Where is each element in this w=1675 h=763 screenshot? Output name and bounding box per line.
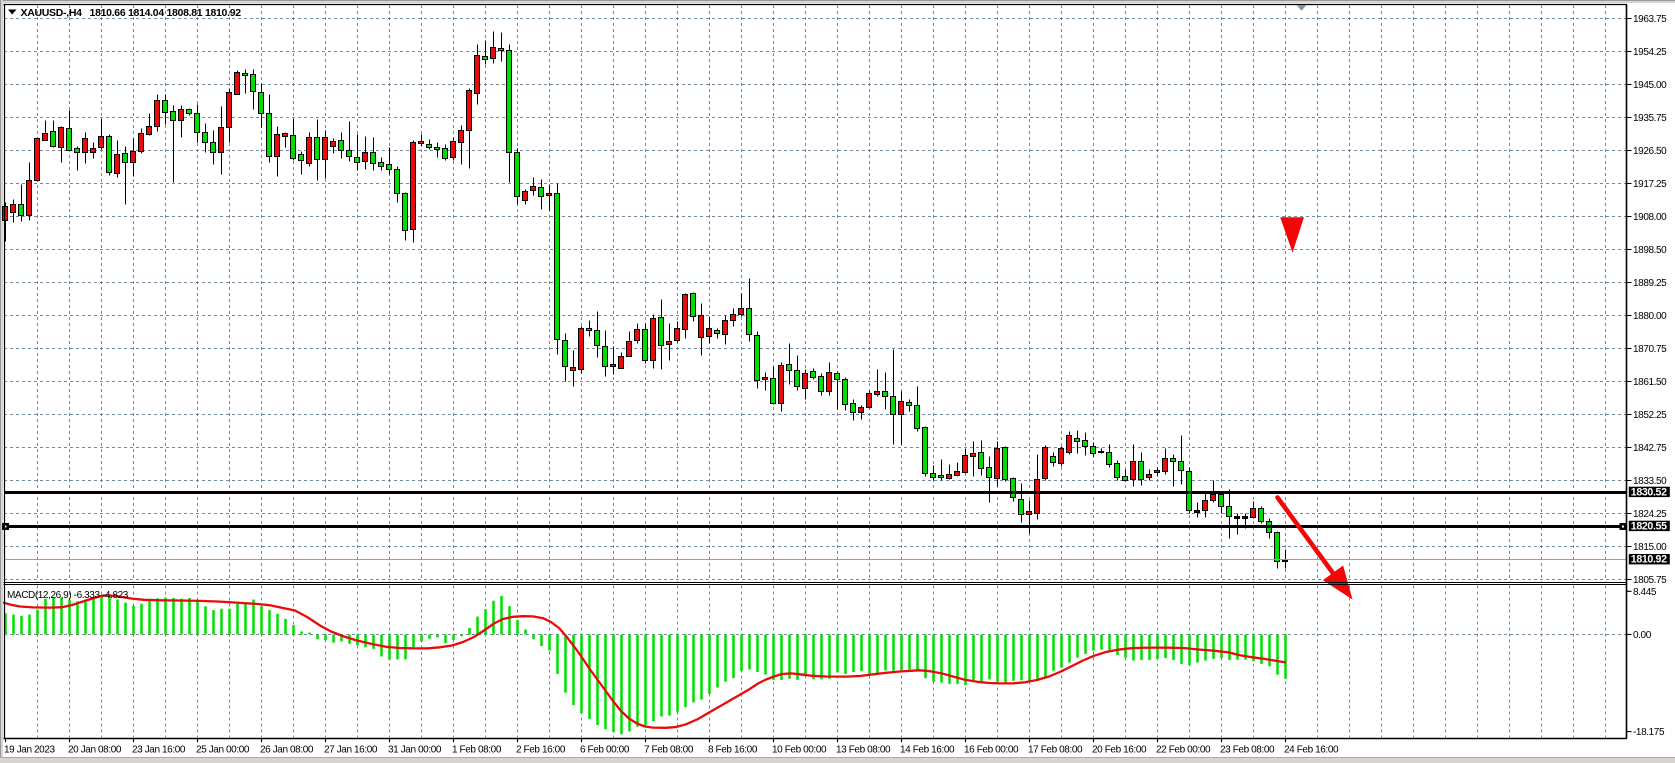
svg-text:26 Jan 08:00: 26 Jan 08:00 (260, 744, 314, 755)
svg-text:10 Feb 00:00: 10 Feb 00:00 (772, 744, 827, 755)
svg-text:17 Feb 08:00: 17 Feb 08:00 (1028, 744, 1083, 755)
svg-text:25 Jan 00:00: 25 Jan 00:00 (196, 744, 250, 755)
svg-text:1963.75: 1963.75 (1633, 14, 1667, 25)
svg-text:1880.00: 1880.00 (1633, 311, 1667, 322)
svg-text:1842.75: 1842.75 (1633, 443, 1667, 454)
svg-text:1908.00: 1908.00 (1633, 212, 1667, 223)
svg-text:27 Jan 16:00: 27 Jan 16:00 (324, 744, 378, 755)
svg-text:MACD(12,26,9) -6.333 -4.823: MACD(12,26,9) -6.333 -4.823 (7, 590, 129, 601)
svg-text:1917.25: 1917.25 (1633, 179, 1667, 190)
svg-text:13 Feb 08:00: 13 Feb 08:00 (836, 744, 891, 755)
svg-text:1926.50: 1926.50 (1633, 146, 1667, 157)
svg-text:1820.55: 1820.55 (1631, 520, 1667, 532)
svg-text:16 Feb 00:00: 16 Feb 00:00 (964, 744, 1019, 755)
svg-text:1945.00: 1945.00 (1633, 80, 1667, 91)
svg-text:2 Feb 16:00: 2 Feb 16:00 (516, 744, 566, 755)
svg-text:1898.50: 1898.50 (1633, 245, 1667, 256)
svg-text:1815.00: 1815.00 (1633, 542, 1667, 553)
svg-text:6 Feb 00:00: 6 Feb 00:00 (580, 744, 630, 755)
svg-text:7 Feb 08:00: 7 Feb 08:00 (644, 744, 694, 755)
svg-text:-18.175: -18.175 (1633, 727, 1665, 738)
svg-text:8 Feb 16:00: 8 Feb 16:00 (708, 744, 758, 755)
svg-text:1833.50: 1833.50 (1633, 476, 1667, 487)
svg-text:1954.25: 1954.25 (1633, 47, 1667, 58)
svg-text:31 Jan 00:00: 31 Jan 00:00 (388, 744, 442, 755)
svg-text:23 Feb 08:00: 23 Feb 08:00 (1220, 744, 1275, 755)
svg-text:XAUUSD-,H4 1810.66 1814.04 1: XAUUSD-,H4 1810.66 1814.04 1808.81 1810.… (21, 7, 242, 19)
svg-text:1852.25: 1852.25 (1633, 410, 1667, 421)
svg-text:23 Jan 16:00: 23 Jan 16:00 (132, 744, 186, 755)
svg-text:19 Jan 2023: 19 Jan 2023 (4, 744, 55, 755)
svg-text:22 Feb 00:00: 22 Feb 00:00 (1156, 744, 1211, 755)
svg-text:1935.75: 1935.75 (1633, 113, 1667, 124)
svg-text:1824.25: 1824.25 (1633, 509, 1667, 520)
svg-text:1810.92: 1810.92 (1631, 554, 1667, 566)
svg-text:1889.25: 1889.25 (1633, 278, 1667, 289)
svg-text:24 Feb 16:00: 24 Feb 16:00 (1284, 744, 1339, 755)
svg-text:1 Feb 08:00: 1 Feb 08:00 (452, 744, 502, 755)
svg-text:1830.52: 1830.52 (1631, 486, 1667, 498)
svg-text:1870.75: 1870.75 (1633, 344, 1667, 355)
svg-text:20 Feb 16:00: 20 Feb 16:00 (1092, 744, 1147, 755)
svg-text:1861.50: 1861.50 (1633, 377, 1667, 388)
svg-text:14 Feb 16:00: 14 Feb 16:00 (900, 744, 955, 755)
svg-text:0.00: 0.00 (1633, 630, 1652, 641)
svg-text:20 Jan 08:00: 20 Jan 08:00 (68, 744, 122, 755)
svg-text:8.445: 8.445 (1633, 587, 1657, 598)
svg-text:1805.75: 1805.75 (1633, 575, 1667, 586)
